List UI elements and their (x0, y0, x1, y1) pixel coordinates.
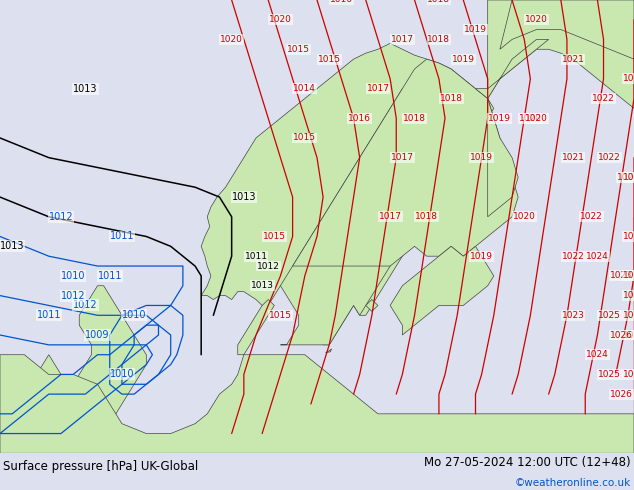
Text: 1018: 1018 (427, 0, 450, 4)
Text: Mo 27-05-2024 12:00 UTC (12+48): Mo 27-05-2024 12:00 UTC (12+48) (424, 456, 631, 469)
Text: 1022: 1022 (562, 252, 585, 261)
Text: Surface pressure [hPa] UK-Global: Surface pressure [hPa] UK-Global (3, 460, 198, 473)
Text: 1010: 1010 (122, 310, 146, 320)
Text: 1016: 1016 (348, 114, 371, 122)
Text: 1017: 1017 (378, 212, 402, 221)
Text: 1025: 1025 (623, 311, 634, 320)
Text: 1011: 1011 (98, 271, 122, 281)
Polygon shape (201, 43, 494, 345)
Text: 1026: 1026 (611, 331, 633, 340)
Text: 1020: 1020 (220, 35, 243, 44)
Text: 1011: 1011 (245, 252, 268, 261)
Text: 1018: 1018 (403, 114, 426, 122)
Polygon shape (0, 355, 634, 453)
Text: ©weatheronline.co.uk: ©weatheronline.co.uk (515, 478, 631, 489)
Text: 1021: 1021 (562, 153, 585, 162)
Text: 1020: 1020 (519, 114, 542, 122)
Text: 1009: 1009 (86, 330, 110, 340)
Text: 1026: 1026 (611, 390, 633, 399)
Text: 1016: 1016 (330, 0, 353, 4)
Text: 1013: 1013 (250, 281, 274, 290)
Text: 1013: 1013 (231, 192, 256, 202)
Text: 1011: 1011 (37, 310, 61, 320)
Text: 1024: 1024 (623, 271, 634, 280)
Text: 1015: 1015 (269, 311, 292, 320)
Polygon shape (18, 355, 73, 424)
Text: 1026: 1026 (623, 291, 634, 300)
Text: 1015: 1015 (263, 232, 286, 241)
Text: 1020: 1020 (269, 15, 292, 24)
Text: 1027: 1027 (623, 331, 634, 340)
Polygon shape (325, 349, 332, 353)
Text: 1019: 1019 (470, 252, 493, 261)
Text: 1019: 1019 (470, 153, 493, 162)
Polygon shape (366, 299, 378, 311)
Polygon shape (476, 39, 548, 98)
Text: 1022: 1022 (598, 153, 621, 162)
Text: 1025: 1025 (598, 311, 621, 320)
Text: 1015: 1015 (294, 133, 316, 143)
Text: 1023: 1023 (623, 74, 634, 83)
Polygon shape (280, 89, 469, 345)
Text: 1025: 1025 (598, 370, 621, 379)
Text: 1020: 1020 (513, 212, 536, 221)
Text: 1023: 1023 (611, 271, 633, 280)
Text: 1018: 1018 (427, 35, 450, 44)
Text: 1019: 1019 (452, 54, 475, 64)
Text: 1027: 1027 (623, 370, 634, 379)
Text: 1013: 1013 (73, 84, 98, 94)
Text: 1011: 1011 (110, 231, 134, 242)
Text: 1019: 1019 (464, 25, 487, 34)
Text: 1015: 1015 (318, 54, 340, 64)
Text: 1018: 1018 (439, 94, 463, 103)
Text: 1024: 1024 (623, 173, 634, 182)
Text: 1020: 1020 (525, 114, 548, 122)
Polygon shape (390, 246, 494, 335)
Text: 1012: 1012 (49, 212, 74, 222)
Text: 1025: 1025 (623, 232, 634, 241)
Text: 1010: 1010 (110, 369, 134, 379)
Text: 1017: 1017 (391, 35, 414, 44)
Text: 1023: 1023 (616, 173, 634, 182)
Text: 1020: 1020 (525, 15, 548, 24)
Text: 1014: 1014 (294, 84, 316, 93)
Text: 1012: 1012 (73, 300, 98, 311)
Text: 1012: 1012 (257, 262, 280, 270)
Text: 1022: 1022 (592, 94, 615, 103)
Polygon shape (293, 59, 518, 266)
Text: 1021: 1021 (562, 54, 585, 64)
Text: 1012: 1012 (61, 291, 86, 300)
Text: 1024: 1024 (586, 350, 609, 359)
Text: 1024: 1024 (586, 252, 609, 261)
Text: 1023: 1023 (562, 311, 585, 320)
Text: 1018: 1018 (415, 212, 438, 221)
Text: 1019: 1019 (488, 114, 512, 122)
Text: 1015: 1015 (287, 45, 310, 54)
Polygon shape (73, 286, 146, 453)
Text: 1017: 1017 (391, 153, 414, 162)
Text: 1017: 1017 (366, 84, 389, 93)
Text: 1022: 1022 (580, 212, 603, 221)
Polygon shape (238, 299, 275, 355)
Polygon shape (488, 0, 634, 217)
Text: 1010: 1010 (61, 271, 86, 281)
Polygon shape (500, 0, 634, 59)
Text: 1013: 1013 (0, 242, 25, 251)
